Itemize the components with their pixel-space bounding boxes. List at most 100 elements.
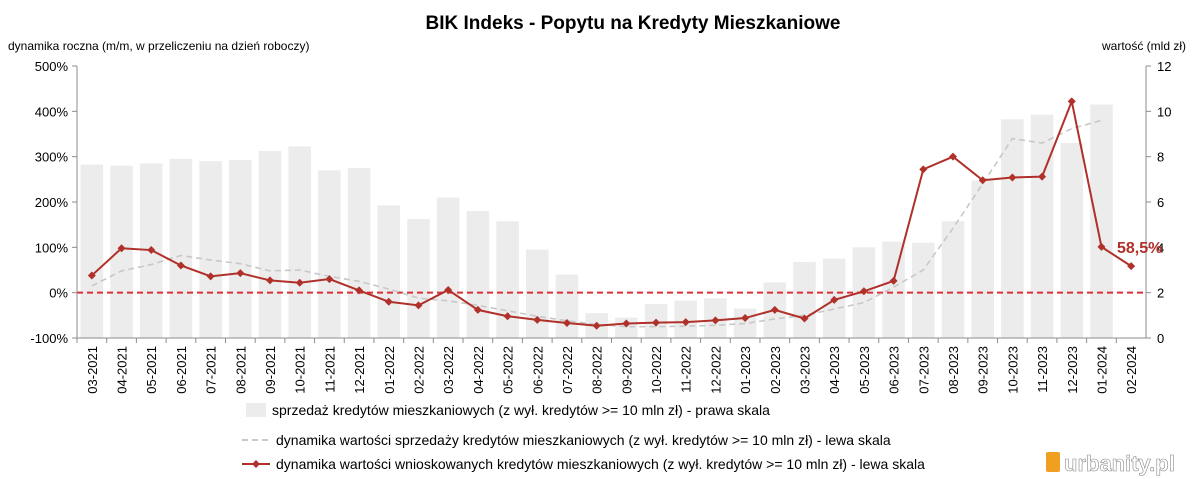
main-point-08-2023 [948,152,957,161]
x-tick-label-08-2023: 08-2023 [946,346,961,394]
main-point-05-2023 [859,287,868,296]
x-tick-label-11-2022: 11-2022 [679,346,694,393]
bar-06-2023 [882,241,905,338]
bar-03-2021 [80,164,104,338]
main-point-11-2021 [325,275,334,284]
main-point-09-2023 [978,176,987,185]
x-tick-label-12-2023: 12-2023 [1065,346,1080,394]
x-tick-label-04-2023: 04-2023 [827,346,842,394]
main-point-02-2023 [770,305,779,314]
bar-10-2023 [1001,119,1024,339]
main-point-10-2022 [652,318,661,327]
main-point-05-2021 [147,246,156,255]
main-line-group [87,97,1136,330]
main-point-04-2022 [473,305,482,314]
main-point-09-2022 [622,319,631,328]
y-axis-left-ticks: -100% 0% 100% 200% 300% 400% 500% [30,59,77,346]
main-point-08-2022 [592,321,601,330]
y-right-tick-label: 8 [1157,150,1164,165]
x-tick-label-03-2021: 03-2021 [85,346,100,394]
main-point-07-2022 [562,319,571,328]
main-point-02-2022 [414,301,423,310]
main-point-03-2023 [800,314,809,323]
main-point-08-2021 [236,269,245,278]
bar-11-2021 [318,170,341,338]
x-tick-label-01-2024: 01-2024 [1094,346,1109,394]
dashed-line-group [91,119,1102,328]
main-point-01-2022 [384,297,393,306]
bar-09-2023 [971,180,994,338]
y-left-tick-label: -100% [30,331,68,346]
main-point-03-2022 [444,285,453,294]
bar-04-2022 [466,211,490,338]
y-right-tick-label: 12 [1157,59,1171,74]
legend-swatch-bar [246,403,266,417]
legend-label-dashed: dynamika wartości sprzedaży kredytów mie… [276,432,891,448]
y-axis-right-label: wartość (mld zł) [1101,39,1186,53]
x-tick-label-10-2021: 10-2021 [293,346,308,394]
main-point-11-2022 [681,318,690,327]
bar-07-2022 [555,274,579,338]
x-tick-label-10-2022: 10-2022 [649,346,664,394]
chart-title: BIK Indeks - Popytu na Kredyty Mieszkani… [426,13,841,34]
x-tick-label-05-2021: 05-2021 [144,346,159,394]
bar-03-2023 [793,262,816,338]
x-tick-label-09-2023: 09-2023 [976,346,991,394]
x-tick-label-09-2021: 09-2021 [263,346,278,394]
x-tick-label-05-2022: 05-2022 [501,346,516,394]
bar-12-2021 [347,168,371,338]
main-point-06-2023 [889,276,898,285]
bar-05-2022 [496,221,519,338]
x-tick-label-12-2021: 12-2021 [352,346,367,394]
y-left-tick-label: 100% [35,240,69,255]
x-tick-label-01-2023: 01-2023 [738,346,753,394]
main-point-06-2022 [533,315,542,324]
y-left-tick-label: 400% [35,104,69,119]
watermark-text: urbanity.pl [1064,451,1175,476]
main-point-12-2021 [355,286,364,295]
y-right-tick-label: 0 [1157,331,1164,346]
watermark-logo-icon [1046,452,1060,472]
main-series-line [91,97,1132,327]
bar-10-2021 [288,146,311,338]
x-tick-label-02-2024: 02-2024 [1124,346,1139,394]
y-right-tick-label: 10 [1157,104,1171,119]
main-point-07-2021 [206,272,215,281]
y-right-tick-label: 6 [1157,195,1164,210]
legend-swatch-main-marker [252,460,260,468]
x-tick-label-07-2021: 07-2021 [204,346,219,394]
main-point-11-2023 [1038,172,1047,181]
main-point-10-2023 [1008,173,1017,182]
y-left-tick-label: 200% [35,195,69,210]
x-tick-label-05-2023: 05-2023 [857,346,872,394]
bar-01-2024 [1090,104,1113,339]
x-tick-label-10-2023: 10-2023 [1005,346,1020,394]
x-tick-label-09-2022: 09-2022 [619,346,634,394]
main-point-03-2021 [87,271,96,280]
x-tick-label-08-2021: 08-2021 [233,346,248,394]
x-tick-label-07-2022: 07-2022 [560,346,575,394]
dashed-series-line [91,119,1102,328]
main-point-01-2023 [741,314,750,323]
bar-03-2022 [436,197,460,338]
main-point-05-2022 [503,312,512,321]
x-axis-ticks: 03-2021 04-2021 05-2021 06-2021 07-2021 08-20… [76,338,1139,394]
bar-12-2023 [1060,143,1084,338]
x-tick-label-07-2023: 07-2023 [916,346,931,394]
bar-02-2022 [407,219,430,338]
bar-06-2021 [169,158,193,338]
watermark: urbanity.pl [1046,451,1175,476]
x-tick-label-06-2023: 06-2023 [887,346,902,394]
legend: sprzedaż kredytów mieszkaniowych (z wył.… [242,402,925,472]
bar-06-2022 [525,249,549,338]
main-point-04-2023 [830,295,839,304]
x-tick-label-08-2022: 08-2022 [590,346,605,394]
main-point-06-2021 [176,261,185,270]
main-point-02-2024 [1127,262,1136,271]
y-right-tick-label: 2 [1157,286,1164,301]
x-tick-label-02-2023: 02-2023 [768,346,783,394]
main-point-12-2022 [711,316,720,325]
x-tick-label-11-2023: 11-2023 [1035,346,1050,393]
bar-11-2023 [1030,114,1054,338]
